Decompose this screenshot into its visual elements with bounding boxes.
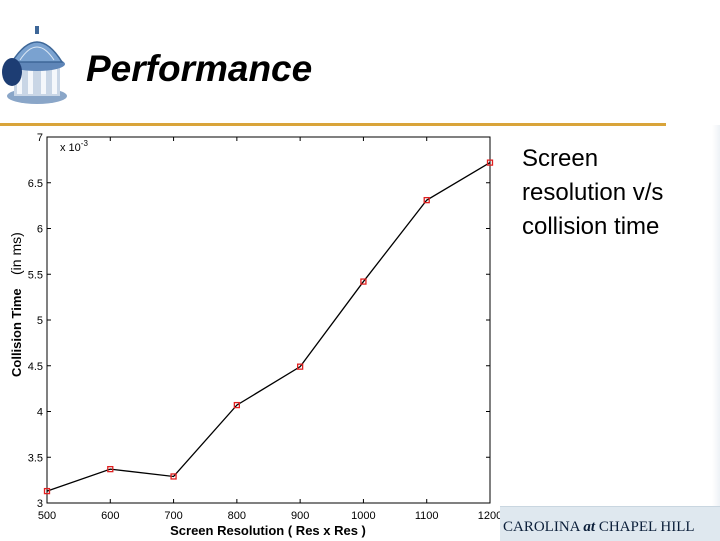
footer-text-part1: CAROLINA — [503, 519, 584, 535]
y-tick-label-3: 4.5 — [28, 361, 43, 373]
footer-text-at: at — [583, 519, 596, 535]
slide-title: Performance — [86, 48, 313, 89]
x-tick-label-0: 500 — [38, 510, 56, 522]
right-edge-shade — [712, 125, 720, 506]
y-tick-label-7: 6.5 — [28, 178, 43, 190]
data-point-6 — [423, 196, 430, 204]
data-point-2 — [170, 473, 177, 480]
collision-time-chart: 3 3.5 4 4.5 5 5.5 6 6.5 7 500 600 700 800 900 1000 110… — [8, 132, 502, 538]
x-tick-label-5: 1000 — [351, 510, 375, 522]
y-tick-label-1: 3.5 — [28, 452, 43, 464]
y-tick-label-4: 5 — [37, 315, 43, 327]
y-exponent-power: -3 — [81, 139, 89, 148]
footer-text-part3: CHAPEL HILL — [595, 519, 695, 535]
y-axis-exponent: x 10-3 — [60, 139, 88, 154]
y-tick-label-2: 4 — [37, 407, 43, 419]
x-axis-title: Screen Resolution ( Res x Res ) — [170, 523, 366, 538]
x-tick-label-7: 1200 — [478, 510, 502, 522]
y-tick-label-0: 3 — [37, 498, 43, 510]
data-point-3 — [233, 401, 241, 409]
series-markers — [43, 159, 494, 495]
slide-caption: Screen resolution v/s collision time — [522, 145, 664, 240]
y-tick-label-6: 6 — [37, 224, 43, 236]
data-point-5 — [360, 278, 367, 285]
y-axis-unit: (in ms) — [8, 232, 24, 275]
plot-area-frame — [46, 136, 491, 504]
y-exponent-base: x 10 — [60, 142, 81, 154]
x-tick-label-4: 900 — [291, 510, 309, 522]
footer-band — [500, 506, 720, 541]
x-axis-ticks: 500 600 700 800 900 1000 1100 1200 — [38, 137, 502, 522]
old-well-logo-icon — [2, 26, 67, 104]
header-divider — [0, 123, 666, 126]
data-point-4 — [296, 363, 304, 370]
x-tick-label-3: 800 — [228, 510, 246, 522]
y-tick-label-5: 5.5 — [28, 269, 43, 281]
slide-header: Performance — [0, 0, 720, 126]
y-tick-label-8: 7 — [37, 132, 43, 144]
y-axis-title: Collision Time — [9, 288, 24, 377]
data-point-1 — [107, 465, 114, 473]
data-point-0 — [43, 487, 51, 495]
y-axis-ticks: 3 3.5 4 4.5 5 5.5 6 6.5 7 — [28, 132, 490, 510]
data-point-7 — [486, 159, 494, 166]
x-tick-label-2: 700 — [164, 510, 182, 522]
footer-text: CAROLINA at CHAPEL HILL — [503, 519, 695, 536]
x-tick-label-6: 1100 — [415, 510, 439, 522]
series-line — [46, 162, 491, 492]
x-tick-label-1: 600 — [101, 510, 119, 522]
